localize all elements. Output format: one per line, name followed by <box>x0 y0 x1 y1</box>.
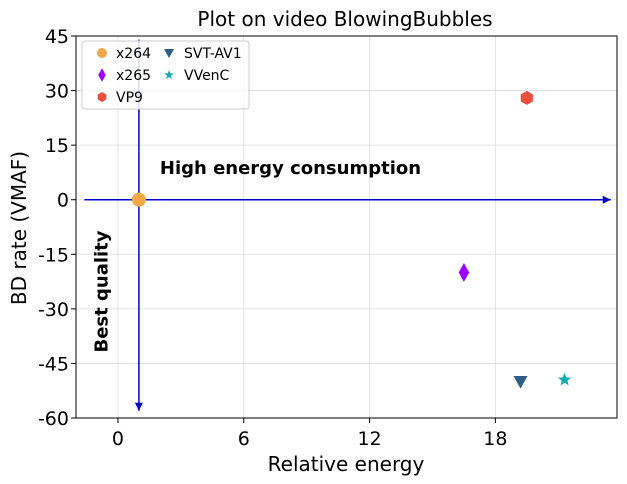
point-svt-av1 <box>513 376 528 389</box>
y-tick-label: 45 <box>45 26 69 48</box>
y-tick-label: -15 <box>38 244 69 266</box>
y-tick-label: 30 <box>45 81 69 103</box>
arrow-head <box>602 195 611 204</box>
plot-frame <box>75 35 618 419</box>
y-tick-label: -45 <box>38 353 69 375</box>
point-vvenc <box>557 372 572 386</box>
legend-label: x264 <box>116 46 151 62</box>
legend: x264 x265 VP9 SVT-AV1 VVenC <box>81 40 250 110</box>
arrow-head <box>134 402 143 411</box>
y-tick-label: 15 <box>45 135 69 157</box>
y-tick-label: 0 <box>57 190 69 212</box>
ticks: 0 6 12 18 45 30 15 0 -15 -30 -45 -60 <box>38 26 508 450</box>
annotation: High energy consumption <box>160 158 421 179</box>
legend-marker-svt-av1 <box>164 49 174 58</box>
data-points <box>131 90 572 389</box>
point-vp9 <box>520 90 533 105</box>
x-tick-label: 12 <box>357 428 381 450</box>
legend-marker-x264 <box>97 48 107 58</box>
chart-title: Plot on video BlowingBubbles <box>197 7 492 31</box>
legend-label: SVT-AV1 <box>184 46 242 62</box>
legend-marker-vvenc <box>164 70 174 80</box>
legend-marker-x265 <box>98 68 106 82</box>
annotation: Best quality <box>91 230 112 352</box>
x-tick-label: 6 <box>238 428 250 450</box>
annotations: High energy consumption Best quality <box>91 158 421 352</box>
x-tick-label: 18 <box>483 428 507 450</box>
y-tick-label: -60 <box>38 408 69 430</box>
y-tick-label: -30 <box>38 299 69 321</box>
point-x264 <box>131 192 146 207</box>
legend-label: VVenC <box>184 68 230 84</box>
legend-marker-vp9 <box>97 92 107 102</box>
legend-box <box>81 40 250 110</box>
x-tick-label: 0 <box>112 428 124 450</box>
point-x265 <box>458 263 470 282</box>
legend-label: VP9 <box>116 90 143 106</box>
y-axis-label: BD rate (VMAF) <box>7 151 31 305</box>
legend-label: x265 <box>116 68 151 84</box>
x-axis-label: Relative energy <box>268 452 425 476</box>
